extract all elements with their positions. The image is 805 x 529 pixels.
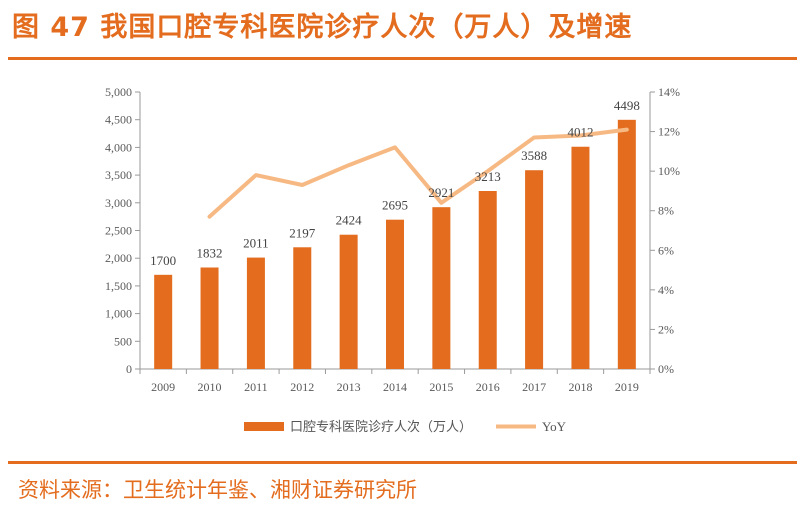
yoy-line — [207, 127, 629, 219]
x-axis-tick-label: 2018 — [568, 380, 592, 394]
bar — [386, 219, 404, 369]
x-axis-tick-label: 2012 — [290, 380, 314, 394]
x-axis-tick-label: 2010 — [198, 380, 222, 394]
left-axis-tick-label: 2,000 — [105, 251, 132, 265]
bar — [478, 190, 497, 369]
left-axis-tick-label: 1,500 — [105, 279, 132, 293]
source-divider — [8, 461, 797, 464]
left-axis-tick-label: 3,000 — [105, 196, 132, 210]
x-axis-tick-label: 2009 — [151, 380, 175, 394]
title-divider — [8, 57, 797, 60]
bar-data-label: 4498 — [614, 98, 640, 113]
bars — [154, 119, 636, 370]
bar — [200, 267, 219, 369]
source-note: 资料来源：卫生统计年鉴、湘财证券研究所 — [18, 478, 417, 502]
bar — [617, 119, 636, 370]
bar-data-label: 1700 — [150, 253, 176, 268]
right-axis-tick-label: 12% — [658, 125, 680, 139]
bar-data-label: 3588 — [521, 148, 547, 163]
bar-data-label: 2011 — [243, 236, 269, 251]
x-axis-tick-label: 2017 — [522, 380, 546, 394]
left-axis-tick-label: 1,000 — [105, 307, 132, 321]
left-axis-tick-label: 5,000 — [105, 85, 132, 99]
axes: 0 500 1,000 1,500 2,000 2,500 3,000 3,500 4,000 4… — [105, 85, 680, 394]
bar-data-label: 3213 — [475, 169, 501, 184]
right-axis-tick-label: 4% — [658, 283, 674, 297]
left-axis-tick-label: 4,500 — [105, 113, 132, 127]
x-axis-tick-label: 2011 — [244, 380, 268, 394]
x-axis-tick-label: 2016 — [476, 380, 500, 394]
x-axis-tick-label: 2019 — [615, 380, 639, 394]
bar-data-label: 2197 — [289, 225, 316, 240]
left-axis-tick-label: 0 — [126, 362, 132, 376]
legend: 口腔专科医院诊疗人次（万人） YoY — [244, 419, 567, 435]
bar-data-label: 2921 — [428, 185, 454, 200]
left-axis-tick-label: 500 — [114, 334, 132, 348]
right-axis-tick-label: 0% — [658, 362, 674, 376]
right-axis-tick-label: 10% — [658, 164, 680, 178]
left-axis-tick-label: 3,500 — [105, 168, 132, 182]
left-axis-tick-label: 4,000 — [105, 140, 132, 154]
right-axis-tick-label: 6% — [658, 243, 674, 257]
bar — [432, 207, 451, 369]
x-axis-tick-label: 2014 — [383, 380, 407, 394]
yoy-line-layer — [207, 127, 629, 219]
bar — [571, 146, 590, 369]
left-axis-tick-label: 2,500 — [105, 224, 132, 238]
right-axis-tick-label: 8% — [658, 204, 674, 218]
bar-data-label: 2424 — [336, 213, 363, 228]
bar-data-label: 4012 — [567, 125, 593, 140]
bar-data-label: 1832 — [197, 246, 223, 261]
bar — [339, 234, 358, 369]
legend-bar-label: 口腔专科医院诊疗人次（万人） — [290, 419, 472, 435]
right-axis-tick-label: 14% — [658, 85, 680, 99]
x-axis-tick-label: 2013 — [337, 380, 361, 394]
bar-data-label: 2695 — [382, 198, 408, 213]
bar — [154, 274, 173, 369]
legend-line-label: YoY — [542, 419, 567, 434]
bar — [246, 257, 265, 369]
x-axis-tick-label: 2015 — [429, 380, 453, 394]
chart-title: 图 47 我国口腔专科医院诊疗人次（万人）及增速 — [12, 12, 633, 43]
data-labels: 1700 1832 2011 2197 2424 2695 2921 3213 3588 4012… — [150, 98, 640, 268]
right-axis-tick-label: 2% — [658, 322, 674, 336]
bar — [293, 247, 312, 369]
legend-bar-swatch — [244, 422, 284, 431]
bar — [525, 170, 544, 369]
